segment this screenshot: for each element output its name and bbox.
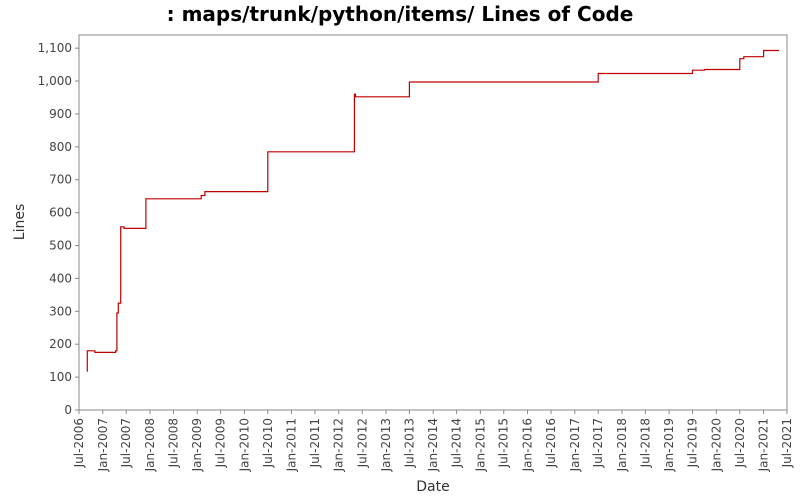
x-tick-label: Jul-2009	[214, 418, 228, 468]
series-line	[86, 49, 780, 372]
y-tick-label: 600	[49, 206, 72, 220]
x-axis-label: Date	[416, 479, 449, 495]
y-tick-label: 0	[64, 403, 72, 417]
x-axis: Jul-2006 Jan-2007 Jul-2007 Jan-2008 Jul-2008…	[72, 410, 794, 472]
y-axis-label: Lines	[12, 204, 28, 240]
x-tick-label: Jan-2015	[473, 418, 487, 472]
y-tick-label: 500	[49, 239, 72, 253]
x-tick-label: Jul-2015	[497, 418, 511, 468]
y-tick-label: 200	[49, 337, 72, 351]
x-tick-label: Jan-2017	[568, 418, 582, 472]
x-tick-label: Jan-2009	[190, 418, 204, 472]
x-tick-label: Jul-2007	[119, 418, 133, 468]
x-tick-label: Jan-2020	[709, 418, 723, 472]
x-tick-label: Jan-2021	[757, 418, 771, 472]
x-tick-label: Jul-2017	[591, 418, 605, 468]
x-tick-label: Jul-2013	[402, 418, 416, 468]
x-tick-label: Jul-2019	[686, 418, 700, 468]
x-tick-label: Jan-2008	[143, 418, 157, 472]
x-tick-label: Jul-2008	[166, 418, 180, 468]
x-tick-label: Jul-2021	[780, 418, 794, 468]
y-tick-label: 400	[49, 271, 72, 285]
x-tick-label: Jul-2016	[544, 418, 558, 468]
x-tick-label: Jul-2012	[355, 418, 369, 468]
y-tick-label: 300	[49, 304, 72, 318]
y-axis: 0 100 200 300 400 500 600 700 800 900 1,000 1,100	[38, 41, 79, 417]
x-tick-label: Jul-2018	[638, 418, 652, 468]
chart-title: : maps/trunk/python/items/ Lines of Code	[167, 2, 634, 26]
x-tick-label: Jan-2019	[662, 418, 676, 472]
x-tick-label: Jan-2010	[237, 418, 251, 472]
x-tick-label: Jul-2020	[733, 418, 747, 468]
y-tick-label: 1,000	[38, 74, 72, 88]
x-tick-label: Jan-2012	[332, 418, 346, 472]
x-tick-label: Jul-2011	[308, 418, 322, 468]
x-tick-label: Jan-2018	[615, 418, 629, 472]
y-tick-label: 100	[49, 370, 72, 384]
x-tick-label: Jan-2011	[285, 418, 299, 472]
x-tick-label: Jul-2014	[450, 418, 464, 468]
x-tick-label: Jan-2014	[426, 418, 440, 472]
y-tick-label: 800	[49, 140, 72, 154]
y-tick-label: 700	[49, 173, 72, 187]
x-tick-label: Jul-2010	[261, 418, 275, 468]
plot-area	[78, 34, 788, 411]
y-tick-label: 900	[49, 107, 72, 121]
x-tick-label: Jan-2016	[521, 418, 535, 472]
y-tick-label: 1,100	[38, 41, 72, 55]
x-tick-label: Jan-2013	[379, 418, 393, 472]
x-tick-label: Jul-2006	[72, 418, 86, 468]
series-layer	[86, 49, 780, 372]
x-tick-label: Jan-2007	[96, 418, 110, 472]
